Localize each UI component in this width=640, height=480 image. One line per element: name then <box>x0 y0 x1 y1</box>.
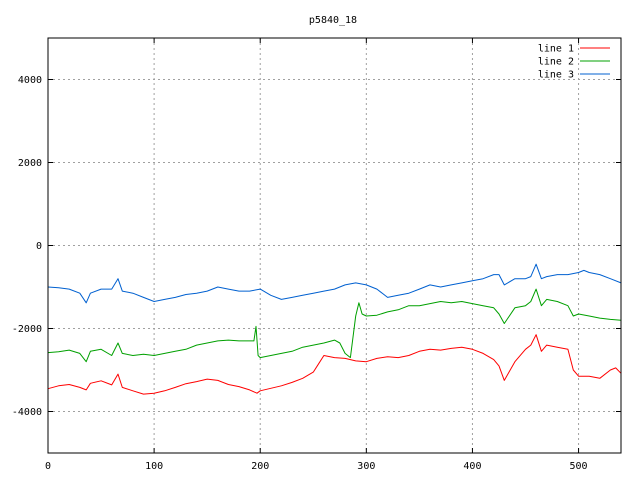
legend-label-2: line 2 <box>538 57 574 68</box>
plot-frame <box>47 37 622 454</box>
axis-ticks: 0 100 200 300 400 500 -4000 -2000 0 2000 4000 <box>12 38 621 472</box>
legend-label-3: line 3 <box>538 70 574 81</box>
legend: line 1 line 2 line 3 <box>538 44 610 81</box>
y-tick-label: 2000 <box>18 158 42 169</box>
x-tick-label: 100 <box>145 461 163 472</box>
x-tick-label: 500 <box>570 461 588 472</box>
series-layer <box>47 263 622 395</box>
chart-title: p5840_18 <box>309 15 357 26</box>
x-tick-label: 300 <box>357 461 375 472</box>
y-tick-label: 0 <box>36 241 42 252</box>
x-tick-label: 400 <box>463 461 481 472</box>
series-line-1 <box>47 334 622 395</box>
y-tick-label: 4000 <box>18 75 42 86</box>
series-line-2 <box>47 288 622 363</box>
y-tick-label: -2000 <box>12 324 42 335</box>
x-tick-label: 0 <box>45 461 51 472</box>
y-tick-label: -4000 <box>12 407 42 418</box>
legend-label-1: line 1 <box>538 44 574 55</box>
x-tick-label: 200 <box>251 461 269 472</box>
series-line-3 <box>47 263 622 304</box>
grid-lines <box>48 38 621 453</box>
